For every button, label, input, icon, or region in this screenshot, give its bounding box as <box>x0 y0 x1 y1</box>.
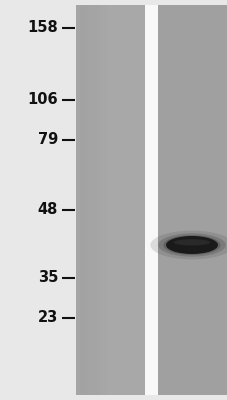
Text: 79: 79 <box>38 132 58 148</box>
Bar <box>84 5 92 395</box>
Bar <box>100 5 109 395</box>
Text: 106: 106 <box>27 92 58 108</box>
Bar <box>92 5 100 395</box>
Text: 35: 35 <box>37 270 58 286</box>
Ellipse shape <box>158 233 225 257</box>
Bar <box>76 5 144 395</box>
Bar <box>88 5 96 395</box>
Ellipse shape <box>163 235 220 255</box>
Text: 158: 158 <box>27 20 58 36</box>
Text: 48: 48 <box>37 202 58 218</box>
Bar <box>157 5 226 395</box>
Bar <box>96 5 104 395</box>
Ellipse shape <box>173 239 209 246</box>
Bar <box>144 5 157 395</box>
Ellipse shape <box>165 236 217 254</box>
Text: 23: 23 <box>38 310 58 326</box>
Bar <box>104 5 113 395</box>
Ellipse shape <box>150 230 227 260</box>
Bar <box>80 5 88 395</box>
Bar <box>76 5 84 395</box>
